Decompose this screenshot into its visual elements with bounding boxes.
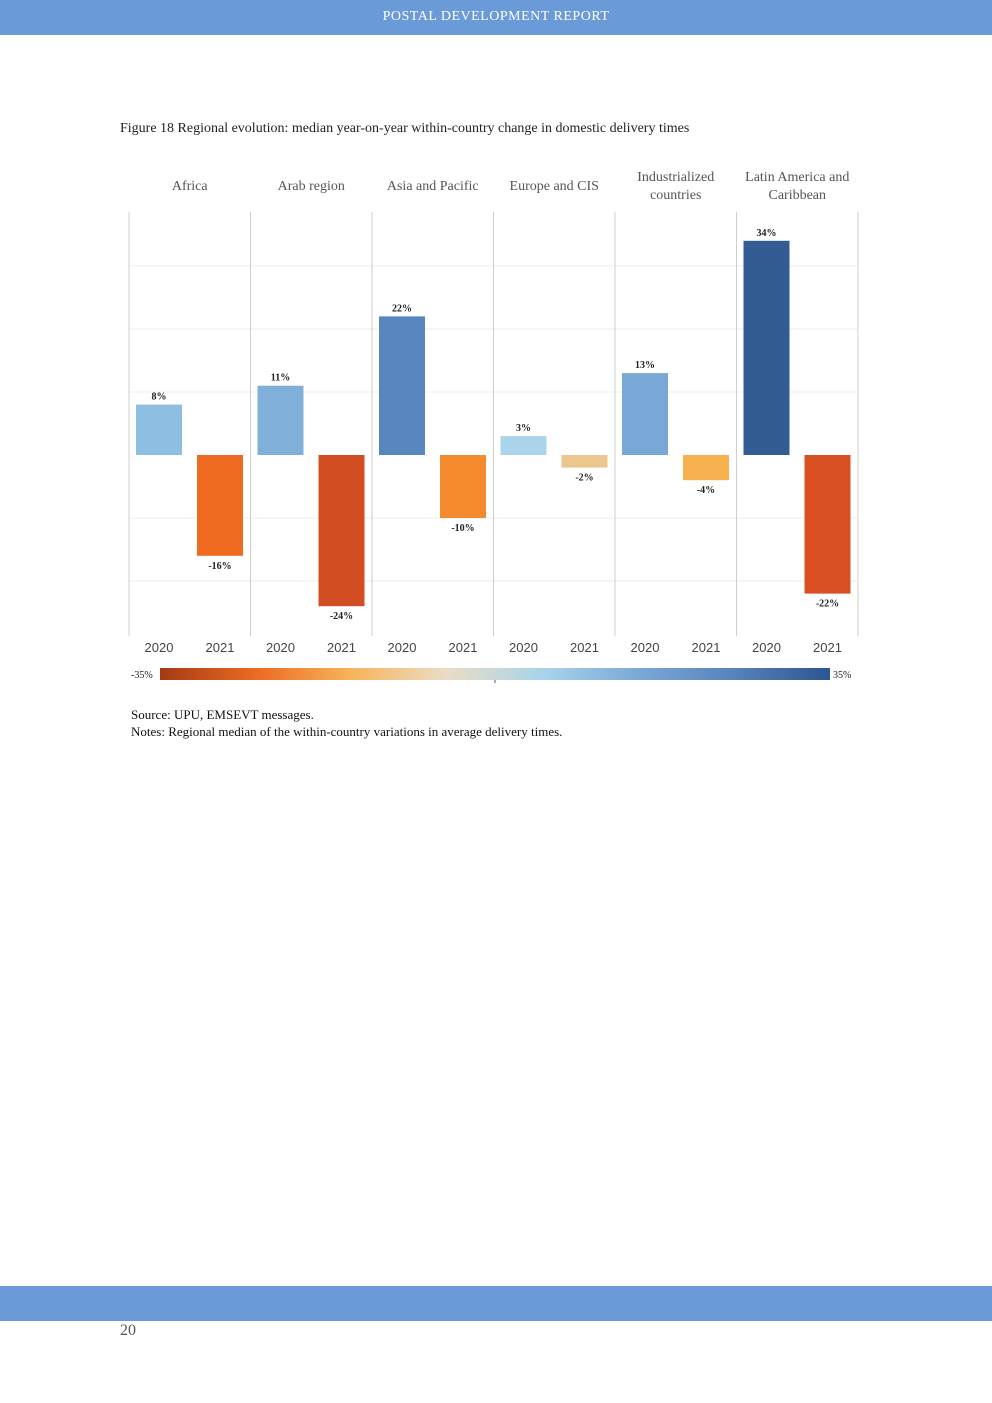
bar [622, 373, 668, 455]
year-label: 2021 [813, 640, 842, 655]
group-label: Arab region [278, 179, 345, 194]
page-number: 20 [120, 1322, 136, 1339]
year-label: 2021 [570, 640, 599, 655]
group-label: Asia and Pacific [387, 179, 479, 194]
year-label: 2020 [752, 640, 781, 655]
data-label: 22% [392, 303, 412, 314]
footer-band [0, 1286, 992, 1321]
data-label: -10% [451, 523, 474, 534]
year-label: 2020 [266, 640, 295, 655]
bar [500, 436, 547, 455]
data-label: 8% [152, 392, 167, 403]
bar [683, 455, 729, 481]
bars [136, 240, 851, 607]
year-label: 2020 [388, 640, 417, 655]
report-title: POSTAL DEVELOPMENT REPORT [382, 9, 610, 24]
year-label: 2021 [449, 640, 478, 655]
figure-caption: Figure 18 Regional evolution: median yea… [120, 121, 690, 136]
group-label: countries [650, 188, 701, 203]
panel-separators [128, 212, 859, 636]
data-label: 34% [757, 228, 777, 239]
year-label: 2021 [327, 640, 356, 655]
bar [257, 385, 304, 455]
header-band [0, 0, 992, 35]
bar [743, 240, 790, 455]
data-label: 11% [271, 373, 290, 384]
year-labels: 2020 2021 2020 2021 2020 2021 2020 2021 2020 2021… [145, 640, 842, 655]
bar [136, 404, 182, 455]
group-labels: Africa Arab region Asia and Pacific Europe … [172, 170, 849, 203]
source-note: Source: UPU, EMSEVT messages. Notes: Reg… [131, 706, 562, 740]
year-label: 2020 [145, 640, 174, 655]
color-scale-bar [160, 668, 830, 680]
source-line: Source: UPU, EMSEVT messages. [131, 707, 314, 722]
data-label: -22% [816, 599, 839, 610]
color-scale-min-label: -35% [131, 670, 153, 681]
data-label: -24% [330, 611, 353, 622]
bar [804, 455, 851, 594]
group-label: Europe and CIS [510, 179, 599, 194]
bar-chart: 8% -16% 11% -24% 22% -10% 3% -2% 13% -4% 34% -22% A… [128, 170, 859, 683]
group-label: Africa [172, 179, 209, 194]
bar [440, 455, 486, 518]
notes-line: Notes: Regional median of the within-cou… [131, 724, 563, 739]
data-label: 13% [635, 360, 655, 371]
data-label: -2% [575, 473, 593, 484]
bar [379, 316, 425, 455]
color-scale-legend: -35% 35% [131, 668, 851, 683]
bar [318, 455, 365, 607]
year-label: 2021 [206, 640, 235, 655]
data-labels: 8% -16% 11% -24% 22% -10% 3% -2% 13% -4% 34% -22% [152, 228, 840, 622]
group-label: Latin America and [745, 170, 849, 185]
data-label: -16% [208, 561, 231, 572]
color-scale-max-label: 35% [833, 670, 851, 681]
group-label: Caribbean [768, 188, 826, 203]
data-label: 3% [516, 423, 531, 434]
bar [197, 455, 243, 556]
bar [561, 455, 608, 468]
year-label: 2020 [631, 640, 660, 655]
group-label: Industrialized [637, 170, 714, 185]
data-label: -4% [697, 485, 715, 496]
year-label: 2020 [509, 640, 538, 655]
year-label: 2021 [692, 640, 721, 655]
